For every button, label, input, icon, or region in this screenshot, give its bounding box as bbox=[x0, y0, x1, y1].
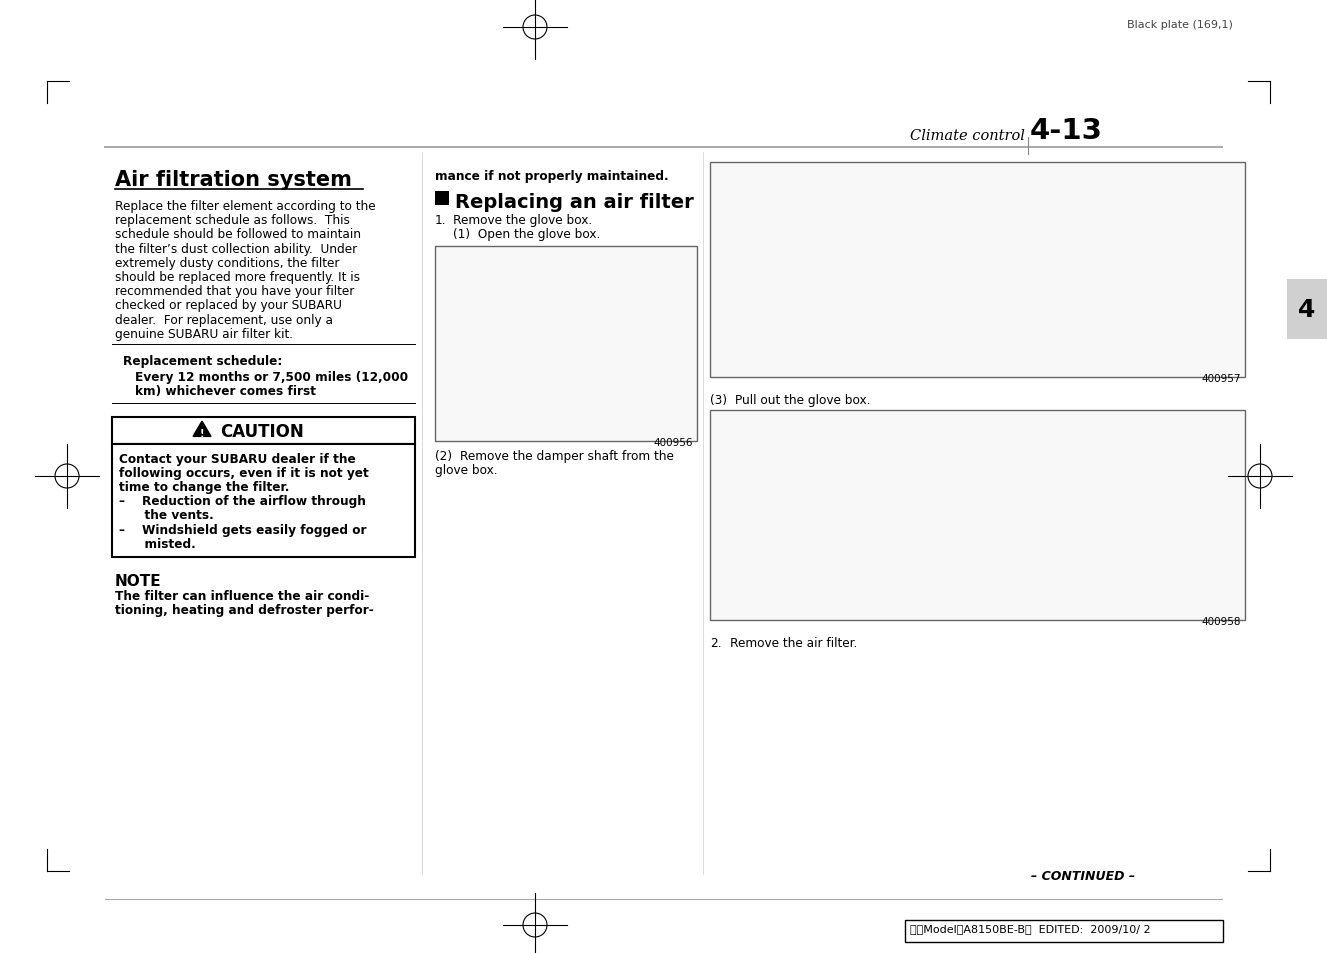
Text: !: ! bbox=[200, 428, 204, 438]
Text: km) whichever comes first: km) whichever comes first bbox=[135, 385, 316, 398]
Text: CAUTION: CAUTION bbox=[220, 422, 304, 440]
Text: 4: 4 bbox=[1298, 297, 1315, 322]
Bar bbox=[111, 417, 415, 444]
Text: 北米ModelＢA8150BE-B＂  EDITED:  2009/10/ 2: 北米ModelＢA8150BE-B＂ EDITED: 2009/10/ 2 bbox=[910, 923, 1151, 933]
Text: Replacing an air filter: Replacing an air filter bbox=[455, 193, 694, 212]
Text: should be replaced more frequently. It is: should be replaced more frequently. It i… bbox=[115, 271, 360, 284]
Text: dealer.  For replacement, use only a: dealer. For replacement, use only a bbox=[115, 314, 333, 326]
Text: Every 12 months or 7,500 miles (12,000: Every 12 months or 7,500 miles (12,000 bbox=[135, 371, 409, 384]
Bar bbox=[1287, 280, 1327, 339]
Text: mance if not properly maintained.: mance if not properly maintained. bbox=[435, 170, 669, 183]
Text: the vents.: the vents. bbox=[119, 509, 214, 522]
Bar bbox=[111, 444, 415, 558]
Polygon shape bbox=[192, 421, 211, 436]
Text: Contact your SUBARU dealer if the: Contact your SUBARU dealer if the bbox=[119, 452, 356, 465]
Text: tioning, heating and defroster perfor-: tioning, heating and defroster perfor- bbox=[115, 603, 374, 617]
Text: 2.: 2. bbox=[710, 637, 722, 649]
Text: time to change the filter.: time to change the filter. bbox=[119, 480, 289, 494]
Text: The filter can influence the air condi-: The filter can influence the air condi- bbox=[115, 589, 369, 602]
Text: –    Reduction of the airflow through: – Reduction of the airflow through bbox=[119, 495, 366, 508]
Text: 400957: 400957 bbox=[1201, 374, 1241, 384]
Text: replacement schedule as follows.  This: replacement schedule as follows. This bbox=[115, 214, 350, 227]
Text: misted.: misted. bbox=[119, 537, 196, 550]
Text: Replacement schedule:: Replacement schedule: bbox=[123, 355, 283, 368]
Text: – CONTINUED –: – CONTINUED – bbox=[1031, 869, 1135, 882]
Text: (2)  Remove the damper shaft from the: (2) Remove the damper shaft from the bbox=[435, 449, 674, 462]
Text: NOTE: NOTE bbox=[115, 574, 162, 588]
Text: the filter’s dust collection ability.  Under: the filter’s dust collection ability. Un… bbox=[115, 242, 357, 255]
Text: 1.: 1. bbox=[435, 214, 446, 227]
Text: Remove the air filter.: Remove the air filter. bbox=[730, 637, 857, 649]
Text: Air filtration system: Air filtration system bbox=[115, 170, 352, 190]
Text: –    Windshield gets easily fogged or: – Windshield gets easily fogged or bbox=[119, 523, 366, 536]
Bar bbox=[710, 411, 1245, 620]
Text: 400958: 400958 bbox=[1201, 617, 1241, 626]
Text: recommended that you have your filter: recommended that you have your filter bbox=[115, 285, 354, 298]
Text: checked or replaced by your SUBARU: checked or replaced by your SUBARU bbox=[115, 299, 342, 312]
Text: Climate control: Climate control bbox=[910, 129, 1024, 143]
Text: Remove the glove box.: Remove the glove box. bbox=[453, 214, 592, 227]
Bar bbox=[905, 920, 1223, 942]
Text: 4-13: 4-13 bbox=[1030, 117, 1103, 145]
Text: Replace the filter element according to the: Replace the filter element according to … bbox=[115, 200, 376, 213]
Text: (1)  Open the glove box.: (1) Open the glove box. bbox=[453, 228, 600, 241]
Text: genuine SUBARU air filter kit.: genuine SUBARU air filter kit. bbox=[115, 328, 293, 340]
Bar bbox=[435, 246, 697, 441]
Text: schedule should be followed to maintain: schedule should be followed to maintain bbox=[115, 228, 361, 241]
Text: 400956: 400956 bbox=[653, 437, 693, 447]
Text: extremely dusty conditions, the filter: extremely dusty conditions, the filter bbox=[115, 256, 340, 270]
Text: glove box.: glove box. bbox=[435, 463, 498, 476]
Text: following occurs, even if it is not yet: following occurs, even if it is not yet bbox=[119, 466, 369, 479]
Bar bbox=[435, 192, 449, 206]
Text: (3)  Pull out the glove box.: (3) Pull out the glove box. bbox=[710, 394, 871, 407]
Text: Black plate (169,1): Black plate (169,1) bbox=[1127, 20, 1233, 30]
Bar bbox=[710, 163, 1245, 377]
